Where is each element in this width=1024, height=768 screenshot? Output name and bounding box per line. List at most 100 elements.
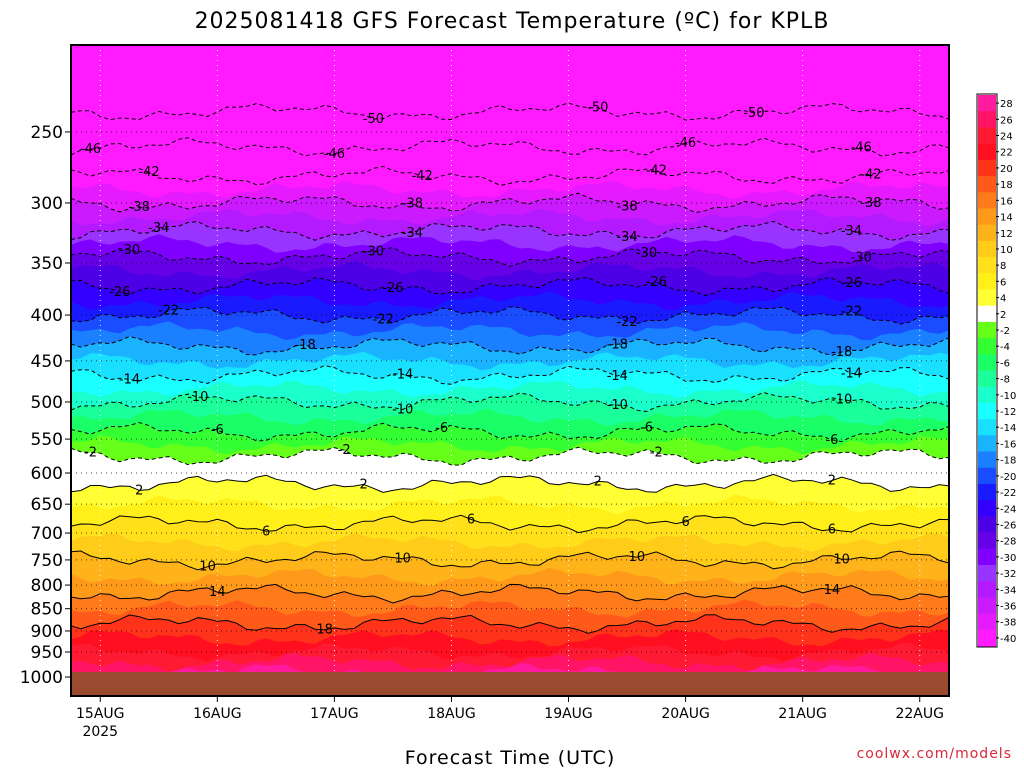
colorbar-label: -16 bbox=[1000, 439, 1016, 450]
colorbar-label: -38 bbox=[1000, 618, 1016, 629]
colorbar-swatch bbox=[978, 176, 996, 193]
colorbar-swatch bbox=[978, 338, 996, 355]
contour-label: -2 bbox=[650, 446, 663, 461]
colorbar-label: 20 bbox=[1000, 164, 1013, 175]
contour-label: -10 bbox=[607, 398, 628, 413]
colorbar-swatch bbox=[978, 516, 996, 534]
colorbar-swatch bbox=[978, 370, 996, 388]
contour-label: -38 bbox=[860, 196, 881, 211]
colorbar-swatch bbox=[978, 548, 996, 566]
y-tick-label: 700 bbox=[31, 524, 63, 544]
colorbar-swatch bbox=[978, 192, 996, 209]
y-tick-label: 400 bbox=[31, 306, 63, 326]
temperature-band bbox=[71, 663, 949, 672]
x-tick-label: 19AUG bbox=[544, 706, 593, 722]
contour-line bbox=[71, 165, 949, 186]
contour-label: -34 bbox=[402, 226, 423, 241]
contour-line bbox=[71, 335, 949, 356]
x-tick-label: 22AUG bbox=[895, 706, 944, 722]
contour-label: -18 bbox=[295, 338, 316, 353]
contour-label: -18 bbox=[607, 337, 628, 352]
colorbar-label: -4 bbox=[1000, 342, 1010, 353]
contour-label: 14 bbox=[824, 583, 841, 598]
y-tick-label: 800 bbox=[31, 576, 63, 596]
colorbar-swatch bbox=[978, 402, 996, 420]
colorbar-swatch bbox=[978, 629, 996, 647]
contour-line bbox=[71, 614, 949, 634]
y-tick-label: 900 bbox=[31, 622, 63, 642]
colorbar-swatch bbox=[978, 435, 996, 453]
contour-line bbox=[71, 365, 949, 385]
contour-label: 10 bbox=[629, 550, 646, 565]
colorbar-swatch bbox=[978, 500, 996, 517]
contour-label: -22 bbox=[373, 313, 394, 328]
contour-label: -22 bbox=[158, 304, 179, 319]
contour-label: -14 bbox=[119, 372, 140, 387]
y-tick-label: 550 bbox=[31, 430, 63, 450]
y-tick-label: 500 bbox=[31, 393, 63, 413]
contour-line bbox=[71, 583, 949, 604]
contour-label: -34 bbox=[841, 224, 862, 239]
contour-label: 2 bbox=[828, 474, 836, 489]
temperature-bands bbox=[71, 45, 949, 696]
colorbar-swatch bbox=[978, 581, 996, 598]
colorbar-label: -6 bbox=[1000, 358, 1010, 369]
y-tick-label: 600 bbox=[31, 464, 63, 484]
contour-label: 10 bbox=[833, 552, 850, 567]
contour-line bbox=[71, 220, 949, 241]
x-tick-label: 16AUG bbox=[193, 706, 242, 722]
y-tick-label: 850 bbox=[31, 600, 63, 620]
contour-label: -30 bbox=[119, 243, 140, 258]
colorbar-swatch bbox=[978, 111, 996, 128]
contour-line bbox=[71, 102, 949, 121]
colorbar-label: -36 bbox=[1000, 601, 1016, 612]
colorbar-label: -18 bbox=[1000, 456, 1016, 467]
contour-label: 2 bbox=[594, 474, 602, 489]
x-tick-label: 20AUG bbox=[661, 706, 710, 722]
colorbar-swatch bbox=[978, 386, 996, 404]
ground-bar bbox=[71, 672, 949, 696]
contour-label: -26 bbox=[841, 276, 862, 291]
contour-line bbox=[71, 421, 949, 443]
contour-line bbox=[71, 446, 949, 466]
colorbar: 28 26 24 22 20 18 16 14 12 10 8 6 4 2 -2 -4 -6 -8 -10 -12 -1… bbox=[976, 93, 1016, 648]
colorbar-label: 22 bbox=[1000, 148, 1013, 159]
colorbar-swatch bbox=[978, 597, 996, 615]
contour-label: -46 bbox=[851, 141, 872, 156]
contour-label: 10 bbox=[394, 552, 411, 567]
colorbar-swatch bbox=[978, 127, 996, 145]
x-tick-sublabel: 2025 bbox=[82, 724, 118, 740]
colorbar-swatch bbox=[978, 240, 996, 258]
contour-label: 6 bbox=[467, 512, 475, 527]
y-tick-label: 1000 bbox=[20, 668, 63, 688]
x-axis: 15AUG 2025 16AUG 17AUG 18AUG 19AUG 20AUG 21AUG 2… bbox=[76, 696, 944, 740]
contour-label: -10 bbox=[187, 390, 208, 405]
colorbar-swatch bbox=[978, 613, 996, 631]
plot-frame bbox=[70, 44, 950, 697]
contour-label: 6 bbox=[262, 524, 270, 539]
contour-label: -30 bbox=[363, 245, 384, 260]
contour-label: -2 bbox=[84, 445, 97, 460]
colorbar-label: -22 bbox=[1000, 488, 1016, 499]
colorbar-label: 24 bbox=[1000, 132, 1013, 143]
contour-label: -46 bbox=[80, 142, 101, 157]
contour-line bbox=[71, 247, 949, 267]
colorbar-swatch bbox=[978, 419, 996, 436]
colorbar-swatch bbox=[978, 483, 996, 501]
colorbar-label: -34 bbox=[1000, 585, 1016, 596]
colorbar-label: -26 bbox=[1000, 520, 1016, 531]
contour-label: -42 bbox=[860, 168, 881, 183]
colorbar-swatch bbox=[978, 224, 996, 242]
contour-label: -14 bbox=[607, 369, 628, 384]
contour-label: 14 bbox=[209, 585, 226, 600]
contour-label: -50 bbox=[587, 101, 608, 116]
contour-line bbox=[71, 514, 949, 534]
contour-label: -34 bbox=[616, 230, 637, 245]
colorbar-label: 12 bbox=[1000, 229, 1013, 240]
y-tick-label: 750 bbox=[31, 551, 63, 571]
colorbar-label: -2 bbox=[1000, 326, 1010, 337]
y-tick-label: 350 bbox=[31, 254, 63, 274]
contour-label: -26 bbox=[382, 281, 403, 296]
colorbar-swatch bbox=[978, 467, 996, 485]
colorbar-label: 14 bbox=[1000, 213, 1013, 224]
